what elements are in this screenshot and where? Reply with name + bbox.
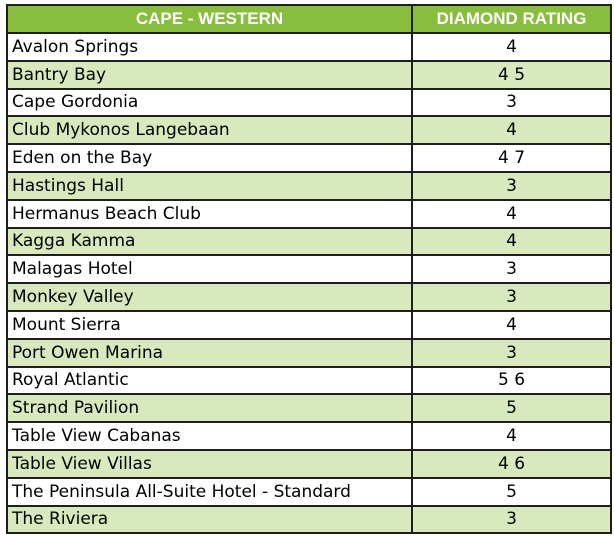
rating-cell: 4 [411, 226, 612, 257]
rating-cell: 3 [411, 282, 612, 312]
table-row: Table View Villas 4 6 [6, 448, 612, 479]
resort-name-cell: Hermanus Beach Club [6, 198, 413, 229]
table-row: Monkey Valley 3 [6, 282, 612, 312]
resort-name-cell: Table View Villas [6, 448, 413, 479]
table-row: Hastings Hall 3 [6, 170, 612, 201]
resort-name-cell: Club Mykonos Langebaan [6, 115, 413, 146]
rating-cell: 5 [411, 393, 612, 424]
table-row: Table View Cabanas 4 [6, 421, 612, 451]
resort-name-cell: Eden on the Bay [6, 143, 413, 173]
table-row: Royal Atlantic 5 6 [6, 365, 612, 396]
table-row: Club Mykonos Langebaan 4 [6, 115, 612, 146]
resort-name-cell: Monkey Valley [6, 282, 413, 312]
rating-cell: 4 [411, 309, 612, 340]
region-header: CAPE - WESTERN [6, 4, 413, 34]
rating-cell: 5 [411, 476, 612, 507]
resort-name-cell: Avalon Springs [6, 32, 413, 62]
resort-name-cell: Cape Gordonia [6, 87, 413, 118]
rating-cell: 3 [411, 504, 612, 535]
rating-cell: 3 [411, 254, 612, 285]
table-row: Port Owen Marina 3 [6, 337, 612, 368]
rating-cell: 4 7 [411, 143, 612, 173]
resort-name-cell: Kagga Kamma [6, 226, 413, 257]
resort-name-cell: The Peninsula All-Suite Hotel - Standard [6, 476, 413, 507]
rating-cell: 3 [411, 87, 612, 118]
resort-name-cell: Strand Pavilion [6, 393, 413, 424]
rating-cell: 4 [411, 421, 612, 451]
resort-name-cell: The Riviera [6, 504, 413, 535]
rating-cell: 3 [411, 170, 612, 201]
rating-cell: 4 5 [411, 59, 612, 90]
table-row: Hermanus Beach Club 4 [6, 198, 612, 229]
rating-cell: 4 [411, 115, 612, 146]
table-row: The Peninsula All-Suite Hotel - Standard… [6, 476, 612, 507]
resort-name-cell: Hastings Hall [6, 170, 413, 201]
resort-name-cell: Port Owen Marina [6, 337, 413, 368]
rating-cell: 4 6 [411, 448, 612, 479]
table-row: Mount Sierra 4 [6, 309, 612, 340]
table-row: Kagga Kamma 4 [6, 226, 612, 257]
table-row: Cape Gordonia 3 [6, 87, 612, 118]
rating-cell: 3 [411, 337, 612, 368]
rating-cell: 4 [411, 32, 612, 62]
resort-rating-table: CAPE - WESTERN DIAMOND RATING Avalon Spr… [6, 4, 612, 535]
resort-name-cell: Royal Atlantic [6, 365, 413, 396]
table-row: Avalon Springs 4 [6, 32, 612, 62]
resort-table-container: CAPE - WESTERN DIAMOND RATING Avalon Spr… [6, 4, 612, 535]
table-header-row: CAPE - WESTERN DIAMOND RATING [6, 4, 612, 34]
table-row: Malagas Hotel 3 [6, 254, 612, 285]
table-row: Strand Pavilion 5 [6, 393, 612, 424]
resort-name-cell: Bantry Bay [6, 59, 413, 90]
resort-name-cell: Table View Cabanas [6, 421, 413, 451]
table-row: The Riviera 3 [6, 504, 612, 535]
resort-name-cell: Malagas Hotel [6, 254, 413, 285]
table-row: Bantry Bay 4 5 [6, 59, 612, 90]
rating-cell: 4 [411, 198, 612, 229]
table-row: Eden on the Bay 4 7 [6, 143, 612, 173]
resort-name-cell: Mount Sierra [6, 309, 413, 340]
rating-cell: 5 6 [411, 365, 612, 396]
diamond-rating-header: DIAMOND RATING [411, 4, 612, 34]
